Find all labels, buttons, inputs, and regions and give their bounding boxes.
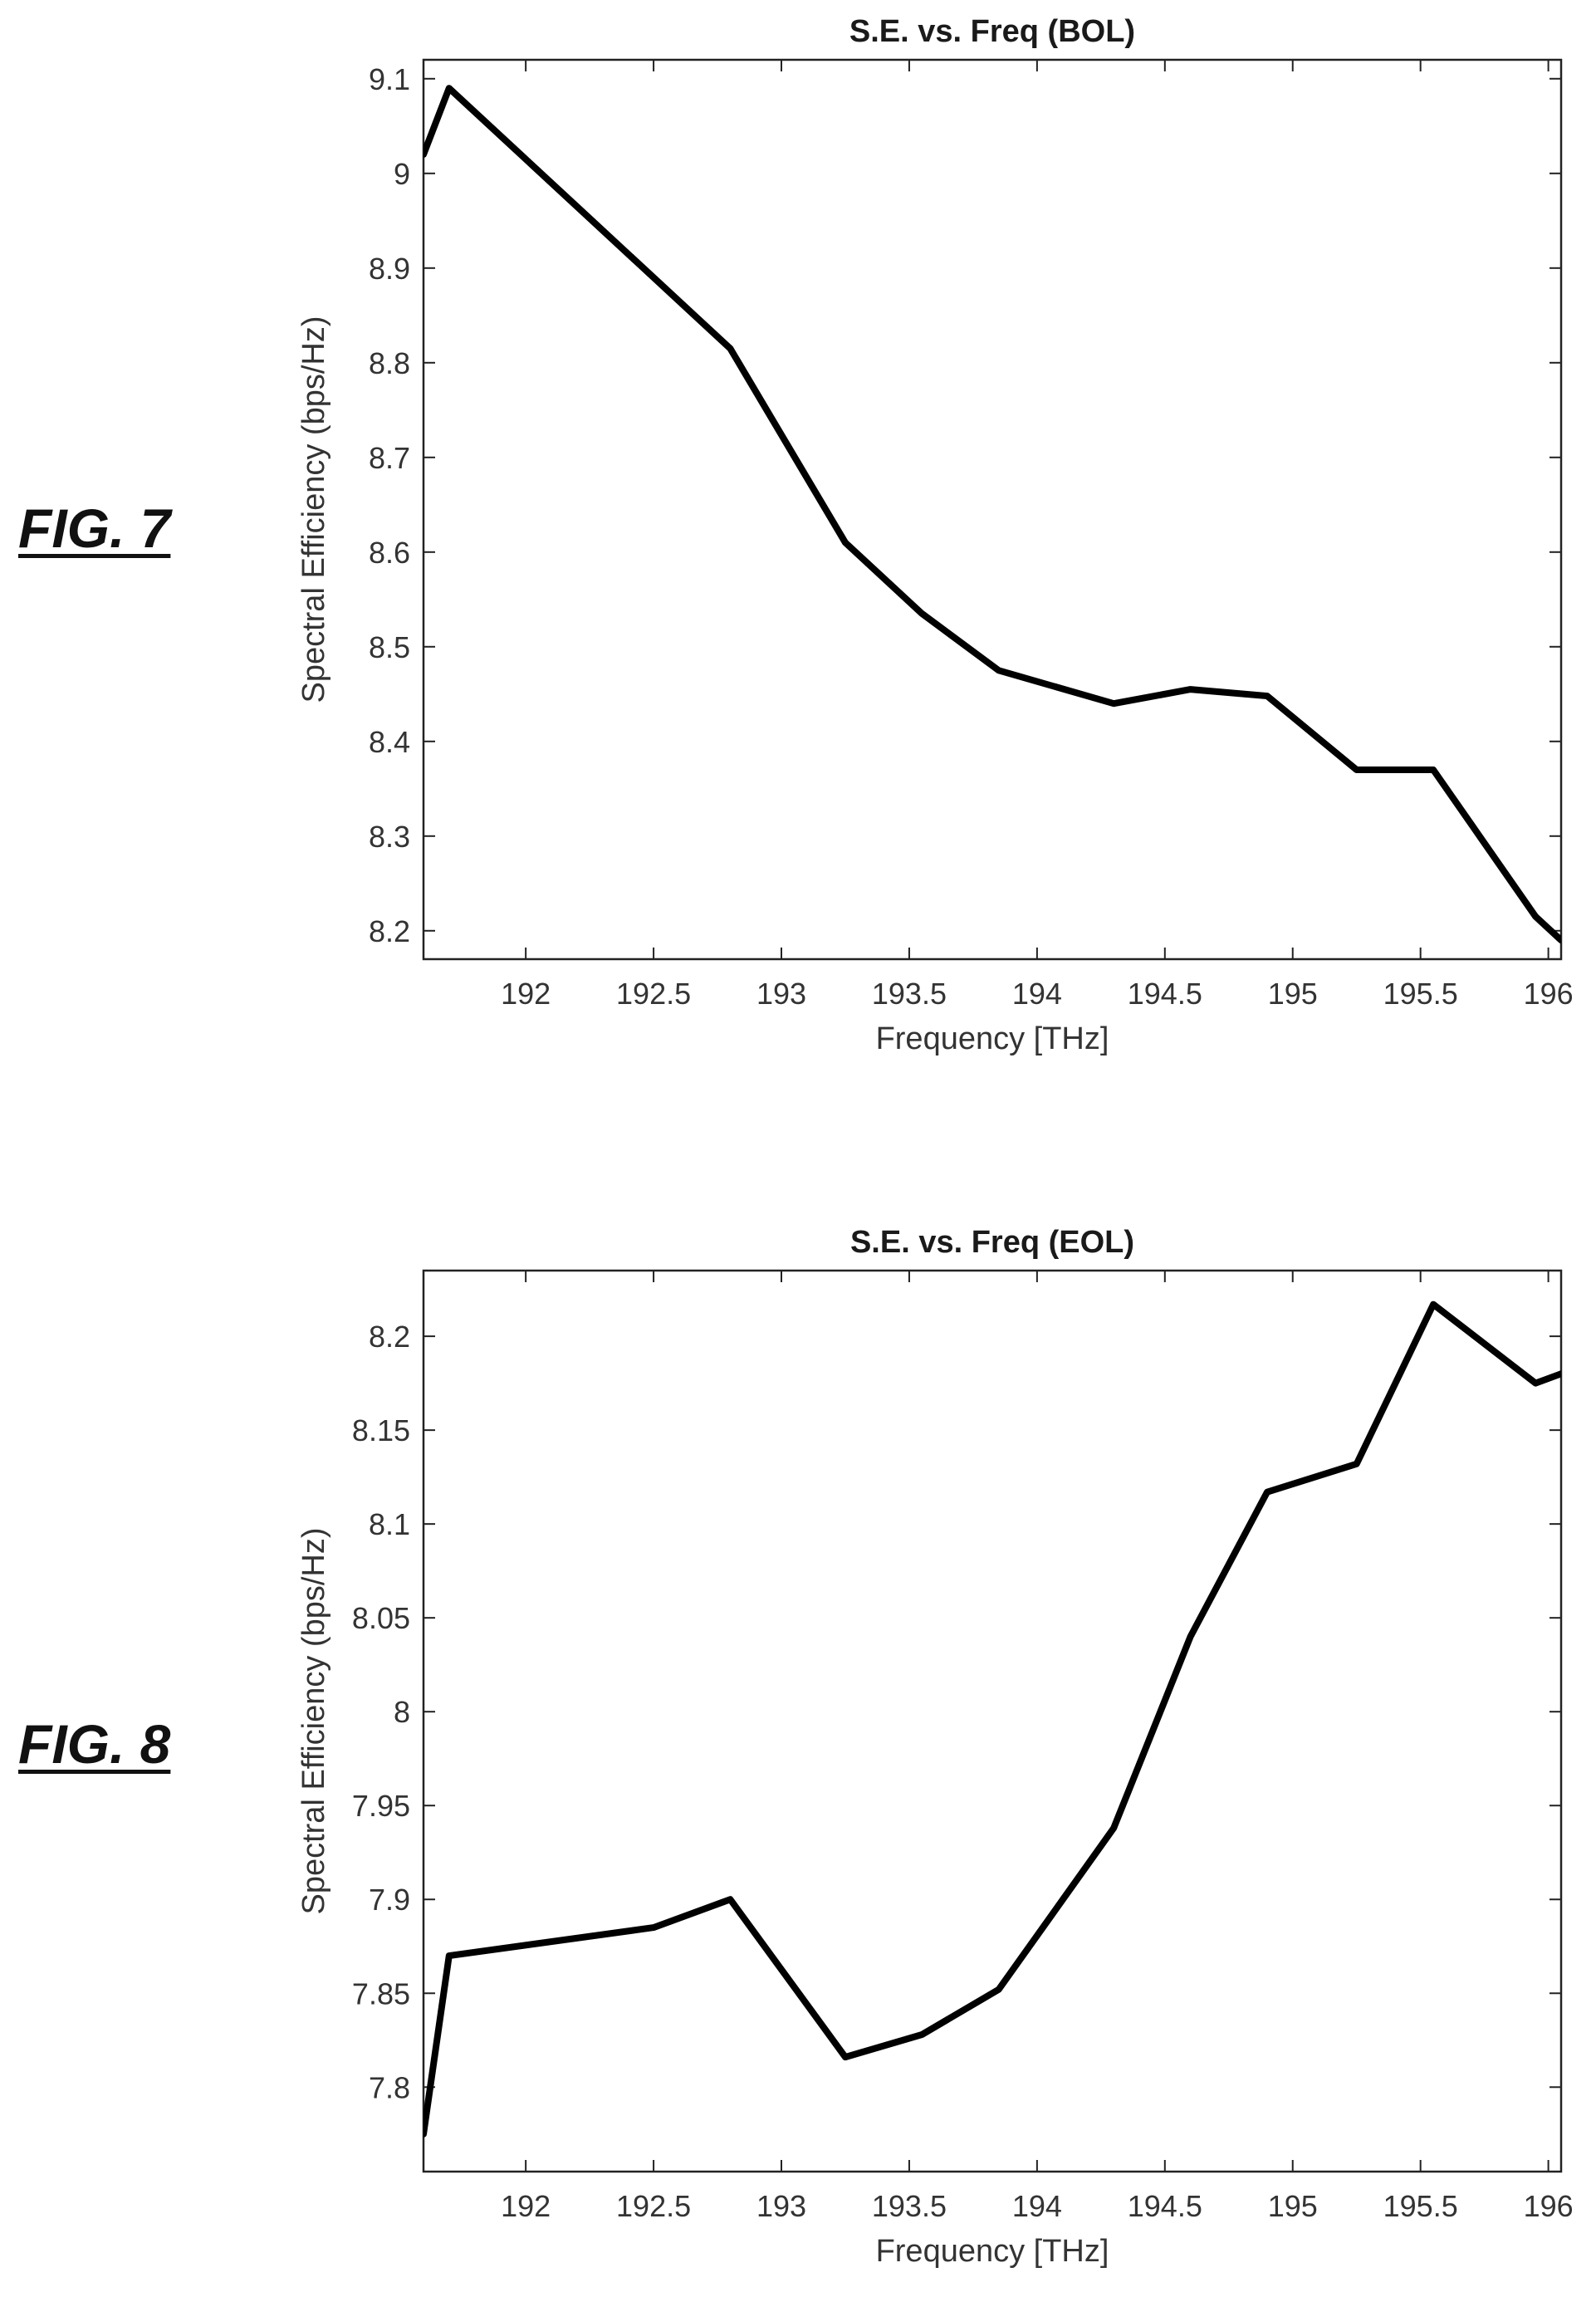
plot-frame xyxy=(422,1269,1563,2173)
figure-label: FIG. 8 xyxy=(18,1713,171,1775)
x-tick-label: 195 xyxy=(1268,2189,1318,2223)
y-tick-label: 8.6 xyxy=(369,536,410,570)
y-tick-label: 8.3 xyxy=(369,820,410,854)
x-tick-label: 194 xyxy=(1012,2189,1062,2223)
y-tick-label: 8.7 xyxy=(369,441,410,475)
y-tick-label: 8.15 xyxy=(352,1413,410,1447)
x-tick-label: 193 xyxy=(756,2189,806,2223)
x-axis-label: Frequency [THz] xyxy=(876,1021,1109,1056)
x-tick-label: 194.5 xyxy=(1128,977,1202,1011)
x-tick-label: 193.5 xyxy=(872,977,947,1011)
x-tick-label: 195.5 xyxy=(1383,2189,1458,2223)
y-tick-label: 8.2 xyxy=(369,1320,410,1354)
series-line xyxy=(423,1300,1561,2138)
y-tick-label: 9.1 xyxy=(369,62,410,96)
x-tick-label: 192 xyxy=(501,977,551,1011)
y-tick-label: 9 xyxy=(394,157,410,191)
y-tick-label: 8 xyxy=(394,1695,410,1729)
chart-figure-7: S.E. vs. Freq (BOL) 192 192.5 193 193.5 194 19… xyxy=(296,14,1574,1056)
x-tick-label: 192.5 xyxy=(616,977,691,1011)
x-tick-label: 193.5 xyxy=(872,2189,947,2223)
chart-title: S.E. vs. Freq (EOL) xyxy=(850,1225,1134,1260)
y-tick-label: 8.4 xyxy=(369,725,410,759)
x-tick-label: 195 xyxy=(1268,977,1318,1011)
x-tick-label: 193 xyxy=(756,977,806,1011)
x-tick-label: 196 xyxy=(1524,2189,1574,2223)
plot-frame xyxy=(422,58,1563,961)
x-tick-label: 195.5 xyxy=(1383,977,1458,1011)
y-tick-label: 8.2 xyxy=(369,914,410,948)
y-tick-label: 8.5 xyxy=(369,630,410,664)
x-tick-label: 194.5 xyxy=(1128,2189,1202,2223)
chart-title: S.E. vs. Freq (BOL) xyxy=(849,14,1135,49)
y-tick-label: 7.85 xyxy=(352,1976,410,2010)
x-tick-label: 192 xyxy=(501,2189,551,2223)
y-axis-label: Spectral Efficiency (bps/Hz) xyxy=(296,316,331,703)
y-tick-label: 7.8 xyxy=(369,2070,410,2104)
y-tick-label: 8.05 xyxy=(352,1601,410,1635)
x-axis-label: Frequency [THz] xyxy=(876,2234,1109,2269)
chart-figure-8: S.E. vs. Freq (EOL) 192 192.5 193 193.5 194 19… xyxy=(296,1225,1574,2269)
x-tick-label: 192.5 xyxy=(616,2189,691,2223)
y-tick-label: 8.1 xyxy=(369,1507,410,1541)
y-tick-label: 7.9 xyxy=(369,1883,410,1917)
y-tick-label: 7.95 xyxy=(352,1789,410,1823)
y-axis-label: Spectral Efficiency (bps/Hz) xyxy=(296,1527,331,1914)
series-line xyxy=(423,85,1561,944)
y-tick-label: 8.8 xyxy=(369,346,410,380)
y-tick-label: 8.9 xyxy=(369,252,410,286)
figure-label: FIG. 7 xyxy=(18,497,171,559)
x-tick-label: 196 xyxy=(1524,977,1574,1011)
x-tick-label: 194 xyxy=(1012,977,1062,1011)
